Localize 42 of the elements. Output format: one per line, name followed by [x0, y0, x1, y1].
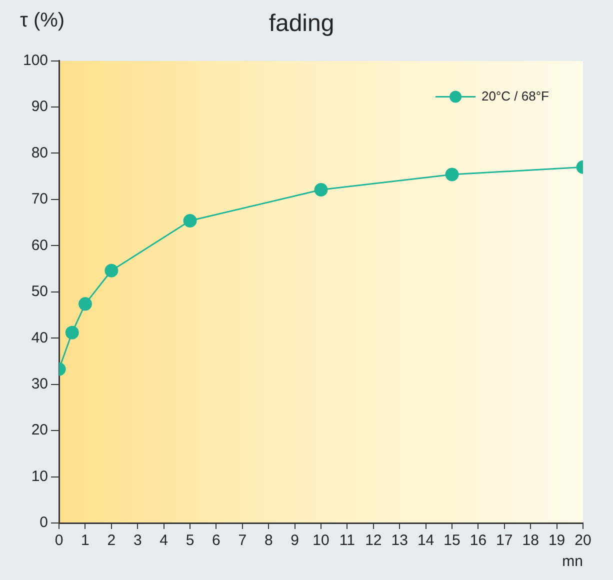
legend-label: 20°C / 68°F	[482, 88, 550, 104]
y-tick-label: 70	[31, 190, 48, 208]
x-tick-label: 2	[107, 532, 116, 550]
point	[314, 183, 328, 197]
point	[183, 214, 197, 228]
y-tick-label: 100	[22, 52, 48, 69]
x-tick-label: 15	[444, 532, 460, 550]
x-tick-label: 0	[54, 532, 64, 550]
y-tick-label: 40	[31, 329, 48, 346]
x-tick-label: 14	[417, 532, 434, 550]
point	[104, 264, 118, 278]
y-tick-label: 20	[31, 422, 48, 439]
y-tick-label: 30	[31, 375, 48, 392]
x-tick-label: 19	[548, 532, 566, 550]
x-tick-label: 5	[186, 532, 194, 550]
point	[65, 326, 79, 340]
y-tick-label: 80	[31, 144, 48, 162]
y-axis-title: τ (%)	[20, 9, 65, 32]
x-tick-label: 9	[290, 532, 299, 550]
x-tick-label: 17	[496, 532, 513, 550]
x-tick-label: 16	[470, 532, 487, 550]
x-tick-label: 20	[574, 532, 592, 550]
y-tick-label: 0	[40, 514, 48, 532]
y-tick-label: 10	[31, 468, 48, 485]
x-tick-label: 6	[212, 532, 220, 550]
x-axis-title: mn	[562, 553, 583, 570]
point	[445, 168, 459, 182]
x-tick-label: 18	[522, 532, 539, 550]
x-tick-label: 7	[238, 532, 247, 550]
chart-title: fading	[268, 10, 334, 38]
x-tick-label: 4	[160, 532, 168, 550]
x-tick-label: 11	[339, 532, 355, 550]
point	[78, 297, 92, 311]
x-tick-label: 10	[312, 532, 330, 550]
x-tick-label: 12	[365, 532, 382, 550]
x-tick-label: 8	[264, 532, 273, 550]
x-tick-label: 3	[133, 532, 142, 550]
y-tick-label: 50	[31, 283, 48, 300]
y-tick-label: 60	[31, 236, 48, 254]
y-tick-label: 90	[31, 98, 48, 116]
x-tick-label: 13	[391, 532, 408, 550]
x-tick-label: 1	[81, 532, 90, 550]
